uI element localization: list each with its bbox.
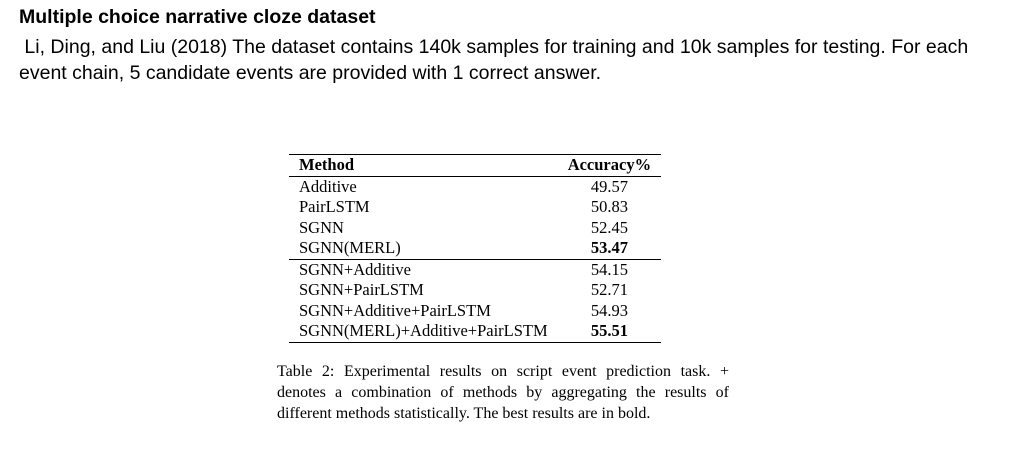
table-row: SGNN(MERL)+Additive+PairLSTM 55.51 (289, 321, 662, 342)
table-group-combined-methods: SGNN+Additive 54.15 SGNN+PairLSTM 52.71 … (289, 259, 662, 342)
table-row: Additive 49.57 (289, 176, 661, 197)
header-method: Method (299, 155, 354, 174)
method-cell: SGNN (299, 217, 344, 237)
method-cell: PairLSTM (299, 197, 370, 216)
table-row: SGNN+Additive+PairLSTM 54.93 (289, 301, 661, 322)
accuracy-cell-best: 55.51 (590, 321, 628, 340)
results-table: Method Accuracy% Additive 49.57 PairLSTM… (289, 154, 662, 343)
method-cell: SGNN(MERL)+Additive+PairLSTM (299, 321, 548, 340)
method-cell: Additive (299, 176, 357, 196)
accuracy-cell: 52.71 (590, 280, 628, 299)
table-row: SGNN+PairLSTM 52.71 (289, 280, 661, 301)
accuracy-cell: 54.93 (590, 300, 628, 320)
accuracy-cell: 52.45 (590, 217, 628, 237)
table-header-row: Method Accuracy% (289, 154, 662, 176)
accuracy-cell-best: 53.47 (590, 238, 628, 257)
table-caption: Table 2: Experimental results on script … (277, 363, 729, 422)
table-group-single-methods: Additive 49.57 PairLSTM 50.83 SGNN 52.45… (289, 176, 661, 259)
table-row: SGNN(MERL) 53.47 (289, 238, 661, 259)
method-cell: SGNN(MERL) (299, 238, 401, 257)
accuracy-cell: 54.15 (590, 259, 628, 279)
header-accuracy: Accuracy% (567, 155, 652, 174)
method-cell: SGNN+Additive (299, 259, 411, 279)
accuracy-cell: 49.57 (590, 176, 628, 196)
table-row: SGNN+Additive 54.15 (289, 259, 662, 280)
method-cell: SGNN+PairLSTM (299, 280, 424, 299)
method-cell: SGNN+Additive+PairLSTM (299, 300, 491, 320)
slide-heading: Multiple choice narrative cloze dataset (19, 6, 376, 28)
accuracy-cell: 50.83 (590, 197, 628, 216)
table-row: PairLSTM 50.83 (289, 197, 661, 218)
dataset-description: Li, Ding, and Liu (2018) The dataset con… (19, 36, 974, 84)
table-row: SGNN 52.45 (289, 218, 661, 239)
